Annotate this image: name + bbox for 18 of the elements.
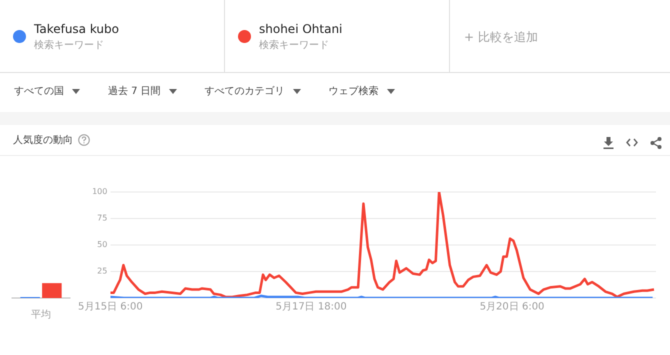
- text: 過去 7 日間: [108, 84, 162, 98]
- x-tick-label: 5月17日 18:00: [276, 302, 347, 313]
- x-tick-label: 5月15日 6:00: [78, 302, 143, 313]
- y-tick-label: 100: [92, 187, 108, 196]
- text: + 比較を追加: [464, 29, 538, 46]
- y-tick-label: 25: [97, 266, 108, 276]
- legend-label: Takefusa kubo: [34, 22, 119, 36]
- text: 検索キーワード: [34, 38, 104, 52]
- x-tick-label: 平均: [31, 308, 51, 321]
- y-tick-label: 50: [97, 240, 108, 250]
- text: ウェブ検索: [328, 84, 380, 98]
- legend-label: shohei Ohtani: [259, 22, 342, 36]
- text: すべての国: [14, 85, 65, 98]
- text: 検索キーワード: [259, 38, 329, 52]
- x-tick-label: 5月20日 6:00: [480, 302, 544, 313]
- y-tick-label: 75: [97, 214, 108, 223]
- text: すべてのカテゴリ: [204, 85, 286, 98]
- chart-title: 人気度の動向: [13, 134, 73, 147]
